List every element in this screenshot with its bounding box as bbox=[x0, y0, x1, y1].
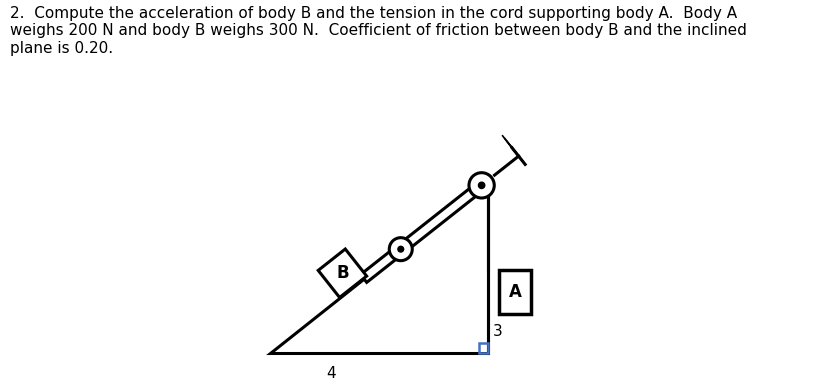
Polygon shape bbox=[360, 181, 485, 283]
Text: 4: 4 bbox=[326, 366, 336, 381]
Circle shape bbox=[398, 246, 403, 252]
Polygon shape bbox=[319, 249, 367, 298]
Bar bbox=[499, 270, 532, 314]
Text: B: B bbox=[336, 264, 349, 282]
Circle shape bbox=[469, 173, 495, 198]
Text: 3: 3 bbox=[493, 324, 503, 339]
Polygon shape bbox=[270, 180, 488, 353]
Text: A: A bbox=[509, 283, 522, 301]
Circle shape bbox=[478, 182, 485, 189]
Text: 2.  Compute the acceleration of body B and the tension in the cord supporting bo: 2. Compute the acceleration of body B an… bbox=[10, 6, 746, 55]
Circle shape bbox=[389, 238, 412, 261]
